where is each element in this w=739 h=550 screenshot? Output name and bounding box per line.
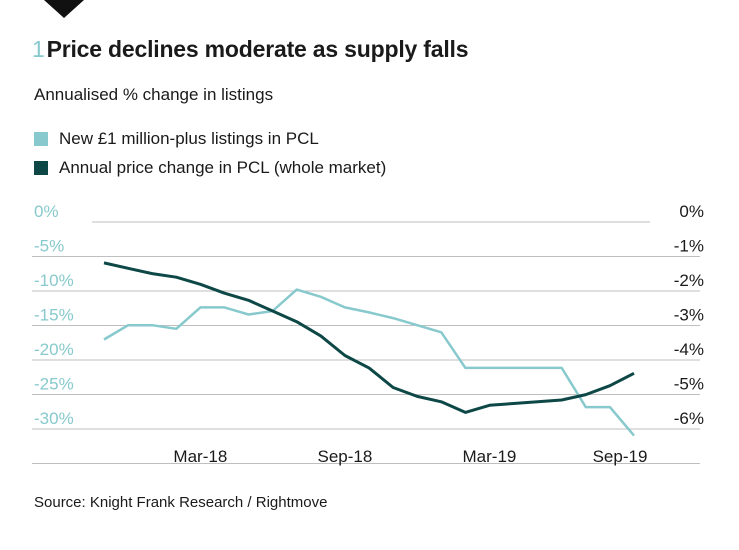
series-line-price bbox=[103, 261, 635, 414]
y-left-tick-label: -5% bbox=[34, 237, 64, 256]
source-note: Source: Knight Frank Research / Rightmov… bbox=[34, 494, 328, 511]
y-right-tick-label: -1% bbox=[674, 237, 704, 256]
legend: New £1 million-plus listings in PCL Annu… bbox=[34, 124, 386, 182]
legend-label-listings: New £1 million-plus listings in PCL bbox=[59, 128, 319, 148]
legend-label-price: Annual price change in PCL (whole market… bbox=[59, 157, 387, 177]
x-tick-label: Mar-18 bbox=[173, 447, 227, 466]
y-right-tick-label: -2% bbox=[674, 271, 704, 290]
y-left-tick-label: 0% bbox=[34, 202, 59, 221]
x-tick-label: Sep-18 bbox=[317, 447, 372, 466]
y-right-tick-label: -5% bbox=[674, 375, 704, 394]
y-right-tick-label: -3% bbox=[674, 306, 704, 325]
y-left-tick-label: -30% bbox=[34, 409, 74, 428]
chart-number: 1 bbox=[32, 36, 45, 62]
legend-swatch-price bbox=[34, 160, 48, 175]
legend-item-listings: New £1 million-plus listings in PCL bbox=[34, 124, 386, 153]
x-tick-label: Sep-19 bbox=[593, 447, 648, 466]
y-left-tick-label: -20% bbox=[34, 340, 74, 359]
legend-swatch-listings bbox=[34, 131, 48, 146]
y-left-tick-label: -25% bbox=[34, 375, 74, 394]
legend-item-price: Annual price change in PCL (whole market… bbox=[34, 153, 386, 182]
y-right-tick-label: 0% bbox=[679, 202, 704, 221]
chart-title: 1Price declines moderate as supply falls bbox=[32, 36, 469, 63]
header-marker bbox=[44, 0, 84, 18]
chart-title-text: Price declines moderate as supply falls bbox=[46, 36, 469, 62]
y-left-tick-label: -10% bbox=[34, 271, 74, 290]
y-left-tick-label: -15% bbox=[34, 306, 74, 325]
y-right-tick-label: -4% bbox=[674, 340, 704, 359]
chart-subtitle: Annualised % change in listings bbox=[34, 85, 274, 104]
y-right-tick-label: -6% bbox=[674, 409, 704, 428]
x-tick-label: Mar-19 bbox=[463, 447, 517, 466]
series-line-listings bbox=[103, 288, 635, 437]
